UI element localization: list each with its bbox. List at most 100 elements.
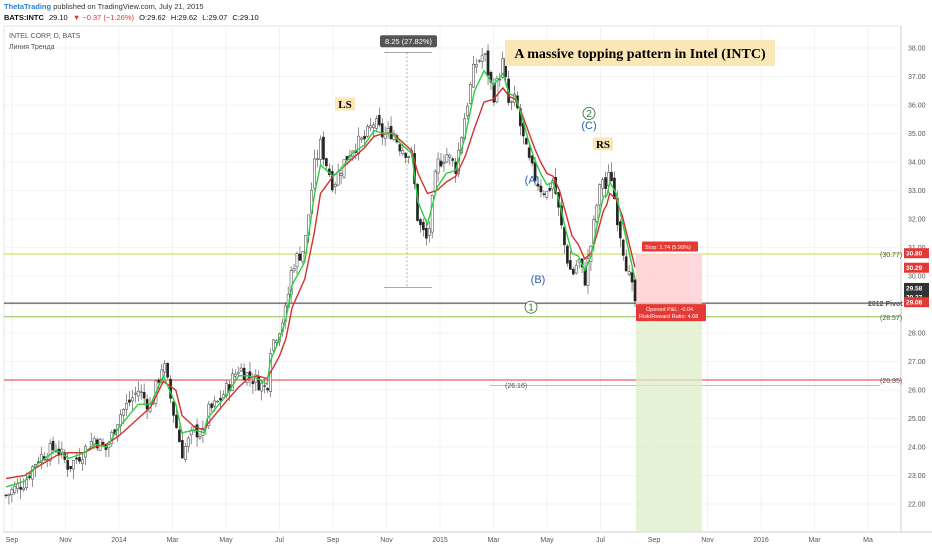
y-tick-label: 34.00 bbox=[908, 160, 926, 167]
candle-body bbox=[175, 414, 178, 429]
axis-badge bbox=[904, 297, 929, 308]
candle-body bbox=[495, 78, 499, 103]
level-label: (26.35) bbox=[880, 378, 902, 385]
x-tick-label: Mar bbox=[487, 537, 500, 544]
candle-body bbox=[427, 228, 431, 236]
candle-body bbox=[436, 158, 440, 174]
candle-body bbox=[51, 440, 55, 451]
candle-body bbox=[19, 486, 23, 490]
candle-body bbox=[275, 340, 278, 343]
candle-body bbox=[407, 156, 411, 158]
x-tick-label: Nov bbox=[701, 537, 714, 544]
candle-body bbox=[442, 162, 446, 164]
candle-body bbox=[16, 483, 20, 490]
candle-body bbox=[7, 493, 11, 496]
x-tick-label: Sep bbox=[6, 537, 19, 544]
y-tick-label: 35.00 bbox=[908, 131, 926, 138]
candle-body bbox=[322, 136, 325, 160]
candle-body bbox=[398, 144, 402, 152]
x-tick-label: Nov bbox=[380, 537, 393, 544]
x-tick-label: Mar bbox=[808, 537, 821, 544]
x-tick-label: Jul bbox=[275, 537, 284, 544]
wave-circle bbox=[524, 300, 538, 314]
candle-body bbox=[595, 205, 599, 222]
axis-badge bbox=[904, 282, 929, 293]
candle-body bbox=[216, 400, 219, 403]
candle-body bbox=[598, 184, 602, 206]
candle-body bbox=[313, 158, 316, 189]
y-tick-label: 26.00 bbox=[908, 388, 926, 395]
high-price: H:29.62 bbox=[170, 13, 198, 22]
pattern-label-box bbox=[335, 97, 355, 111]
published-text: published on TradingView.com, July 21, 2… bbox=[53, 2, 204, 11]
inner-level-label: (26.16) bbox=[505, 383, 527, 390]
candle-body bbox=[372, 124, 375, 128]
stop-zone[interactable] bbox=[636, 253, 702, 304]
candle-body bbox=[501, 58, 505, 78]
candle-body bbox=[377, 114, 381, 126]
candle-body bbox=[301, 251, 305, 263]
candle-body bbox=[604, 177, 607, 189]
candle-body bbox=[39, 454, 43, 463]
open-price: O:29.62 bbox=[139, 13, 166, 22]
candle-body bbox=[445, 154, 449, 163]
candle-body bbox=[539, 185, 543, 193]
x-tick-label: May bbox=[540, 537, 554, 544]
candle-body bbox=[263, 385, 267, 387]
candle-body bbox=[298, 253, 302, 261]
candle-body bbox=[272, 339, 275, 351]
candle-body bbox=[510, 101, 513, 103]
candle-body bbox=[424, 227, 428, 239]
publisher-line: ThetaTrading published on TradingView.co… bbox=[4, 2, 204, 12]
axis-badge-label: 29.58 bbox=[906, 285, 923, 292]
measure-label: 8.25 (27.82%) bbox=[385, 37, 433, 46]
x-tick-label: Nov bbox=[59, 537, 72, 544]
candle-body bbox=[430, 195, 434, 233]
candle-body bbox=[366, 126, 369, 137]
wave-label: (B) bbox=[531, 274, 546, 286]
candle-body bbox=[319, 138, 322, 160]
level-label: (30.77) bbox=[880, 252, 902, 259]
wave-label: (A) bbox=[525, 174, 540, 186]
x-tick-label: Sep bbox=[648, 537, 661, 544]
level-label: (28.57) bbox=[880, 315, 902, 322]
y-tick-label: 25.00 bbox=[908, 416, 926, 423]
candle-body bbox=[78, 456, 81, 462]
plot-border bbox=[3, 25, 902, 533]
candle-body bbox=[466, 105, 469, 116]
candle-body bbox=[266, 387, 269, 391]
candle-body bbox=[383, 134, 387, 139]
candle-body bbox=[48, 443, 52, 462]
candle-body bbox=[545, 191, 549, 198]
candle-body bbox=[610, 171, 613, 182]
candle-body bbox=[451, 158, 455, 161]
candle-body bbox=[242, 367, 246, 381]
publisher-name[interactable]: ThetaTrading bbox=[4, 2, 52, 11]
time-axis: Sep Nov 2014 Mar May Jul Sep Nov 2015 Mar May Jul Se… bbox=[6, 537, 873, 544]
candle-body bbox=[122, 409, 125, 416]
candle-body bbox=[181, 440, 184, 459]
candle-body bbox=[477, 60, 481, 62]
candle-body bbox=[10, 489, 14, 496]
candle-body bbox=[360, 137, 363, 140]
candle-body bbox=[172, 401, 175, 416]
pattern-label-box bbox=[593, 137, 613, 151]
candle-body bbox=[128, 399, 131, 403]
candle-body bbox=[474, 64, 478, 68]
candle-body bbox=[571, 268, 575, 275]
pattern-label: RS bbox=[596, 139, 610, 151]
candle-body bbox=[380, 123, 384, 138]
candle-body bbox=[69, 466, 73, 469]
symbol-code: BATS:INTC bbox=[4, 13, 44, 22]
moving-average-line[interactable] bbox=[5, 69, 636, 488]
candle-body bbox=[198, 436, 202, 439]
x-tick-label: Mar bbox=[166, 537, 179, 544]
candle-body bbox=[330, 171, 334, 191]
candle-body bbox=[401, 150, 405, 155]
target-zone[interactable] bbox=[636, 303, 702, 532]
candle-body bbox=[404, 152, 408, 158]
candle-body bbox=[233, 373, 237, 377]
axis-badge-label: 30.29 bbox=[906, 265, 923, 272]
chart-title: A massive topping pattern in Intel (INTC… bbox=[514, 47, 766, 62]
